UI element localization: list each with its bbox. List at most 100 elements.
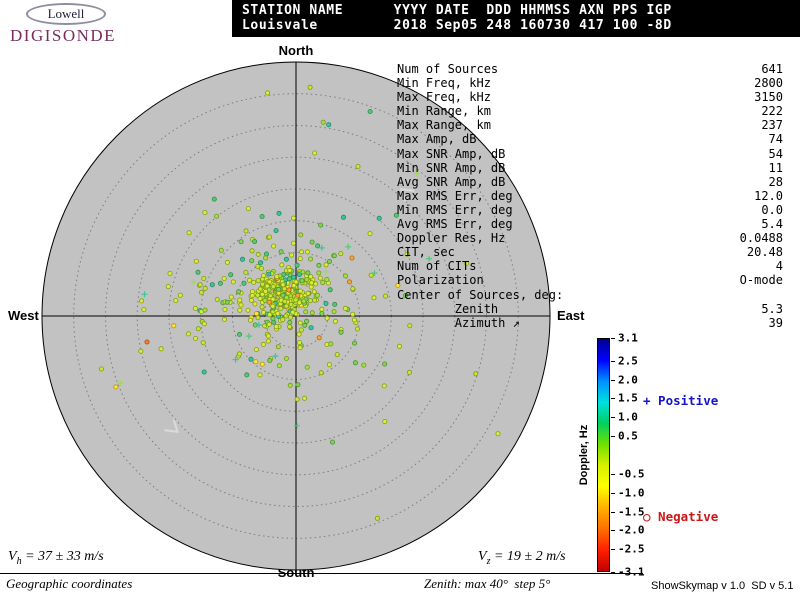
circle-icon: ○ [643,509,651,524]
stat-label: Min Freq, kHz [397,76,491,91]
echo-source-dot [278,305,284,311]
echo-source-dot [326,362,332,368]
echo-source-dot [287,324,293,330]
echo-source-dot [302,322,308,328]
echo-source-dot [230,279,236,285]
echo-source-dot [186,230,192,236]
colorbar-tick-label: -1.0 [618,486,645,500]
echo-source-dot [243,228,249,234]
echo-source-dot [376,215,382,221]
echo-source-dot [340,214,346,220]
echo-source-dot [259,361,265,367]
echo-source-dot [257,372,263,378]
echo-source-dot [243,269,249,275]
echo-source-dot [309,239,315,245]
echo-source-dot [290,240,296,246]
echo-source-dot [287,319,293,325]
echo-source-dot [298,249,304,255]
echo-source-dot [275,344,281,350]
colorbar-tick-label: -3.1 [618,565,645,579]
legend-negative: ○ Negative [643,509,718,524]
echo-source-dot [287,267,293,273]
echo-source-dot [267,293,273,299]
echo-source-dot [352,340,358,346]
echo-source-dot [312,297,318,303]
header-line-values: Louisvale 2018 Sep05 248 160730 417 100 … [242,18,672,33]
vh-symbol: V [8,549,17,564]
echo-source-dot [265,333,271,339]
echo-source-dot [291,283,297,289]
echo-source-dot [316,335,322,341]
stat-row: Zenith 5.3 [397,302,783,316]
software-version: ShowSkymap v 1.0 SD v 5.1 [651,580,794,592]
stat-row: Doppler Res, Hz 0.0488 [397,231,783,245]
echo-source-dot [290,215,296,221]
echo-source-dot [238,239,244,245]
legend-positive-label: Positive [650,393,719,408]
echo-source-dot [221,316,227,322]
echo-source-dot [252,301,258,307]
echo-source-dot [312,150,318,156]
stat-label: Max Freq, kHz [397,90,491,105]
colorbar-tick-mark [611,338,615,339]
echo-source-dot [350,311,356,317]
stat-label: Max SNR Amp, dB [397,146,506,161]
stat-row: Max Amp, dB 74 [397,132,783,146]
echo-source-dot [291,274,297,280]
echo-source-dot [307,298,313,304]
echo-source-dot [473,371,479,377]
stat-value: 11 [768,160,783,175]
echo-source-dot [270,303,276,309]
echo-source-dot [165,284,171,290]
echo-source-dot [332,318,338,324]
stat-value: O-mode [739,273,783,288]
echo-source-dot [262,297,268,303]
echo-source-dot [368,272,374,278]
echo-source-dot [239,256,245,262]
echo-source-dot [255,278,261,284]
stat-value: 74 [768,132,783,147]
echo-source-dot [307,84,313,90]
echo-source-dot [316,270,322,276]
echo-source-dot [301,395,307,401]
echo-source-dot [192,305,198,311]
stat-label: Azimuth ↗ [397,315,520,330]
echo-source-dot [283,355,289,361]
echo-source-dot [259,213,265,219]
echo-source-dot [224,259,230,265]
echo-source-dot [267,357,273,363]
echo-source-dot [276,363,282,369]
echo-source-dot [241,280,247,286]
echo-source-dot [293,279,299,285]
echo-source-dot [171,323,177,329]
echo-source-dot [404,251,410,257]
stat-row: Avg SNR Amp, dB 28 [397,175,783,189]
echo-source-dot [342,273,348,279]
echo-source-dot [298,232,304,238]
stat-label: Doppler Res, Hz [397,231,506,246]
stat-value: 237 [761,118,783,133]
echo-source-dot [287,314,293,320]
echo-source-dot [252,238,258,244]
colorbar-tick-mark [611,530,615,532]
echo-source-dot [202,307,208,313]
echo-source-dot [200,340,206,346]
echo-source-dot [304,277,310,283]
stat-label: CIT, sec [397,245,455,260]
echo-source-dot [237,297,243,303]
echo-source-dot [273,228,279,234]
echo-source-dot [328,341,334,347]
echo-source-dot [331,253,337,259]
echo-source-dot [262,255,268,261]
echo-source-dot [305,270,311,276]
echo-source-dot [295,382,301,388]
echo-source-dot [248,297,254,303]
stat-row: Max SNR Amp, dB 54 [397,147,783,161]
stat-value: 5.3 [761,301,783,316]
echo-source-dot [266,234,272,240]
compass-west-label: West [8,308,39,323]
stat-row: Max RMS Err, deg 12.0 [397,189,783,203]
stat-value: 12.0 [754,188,783,203]
skymap-plot [41,61,551,571]
echo-source-outlier-dot [144,339,150,345]
